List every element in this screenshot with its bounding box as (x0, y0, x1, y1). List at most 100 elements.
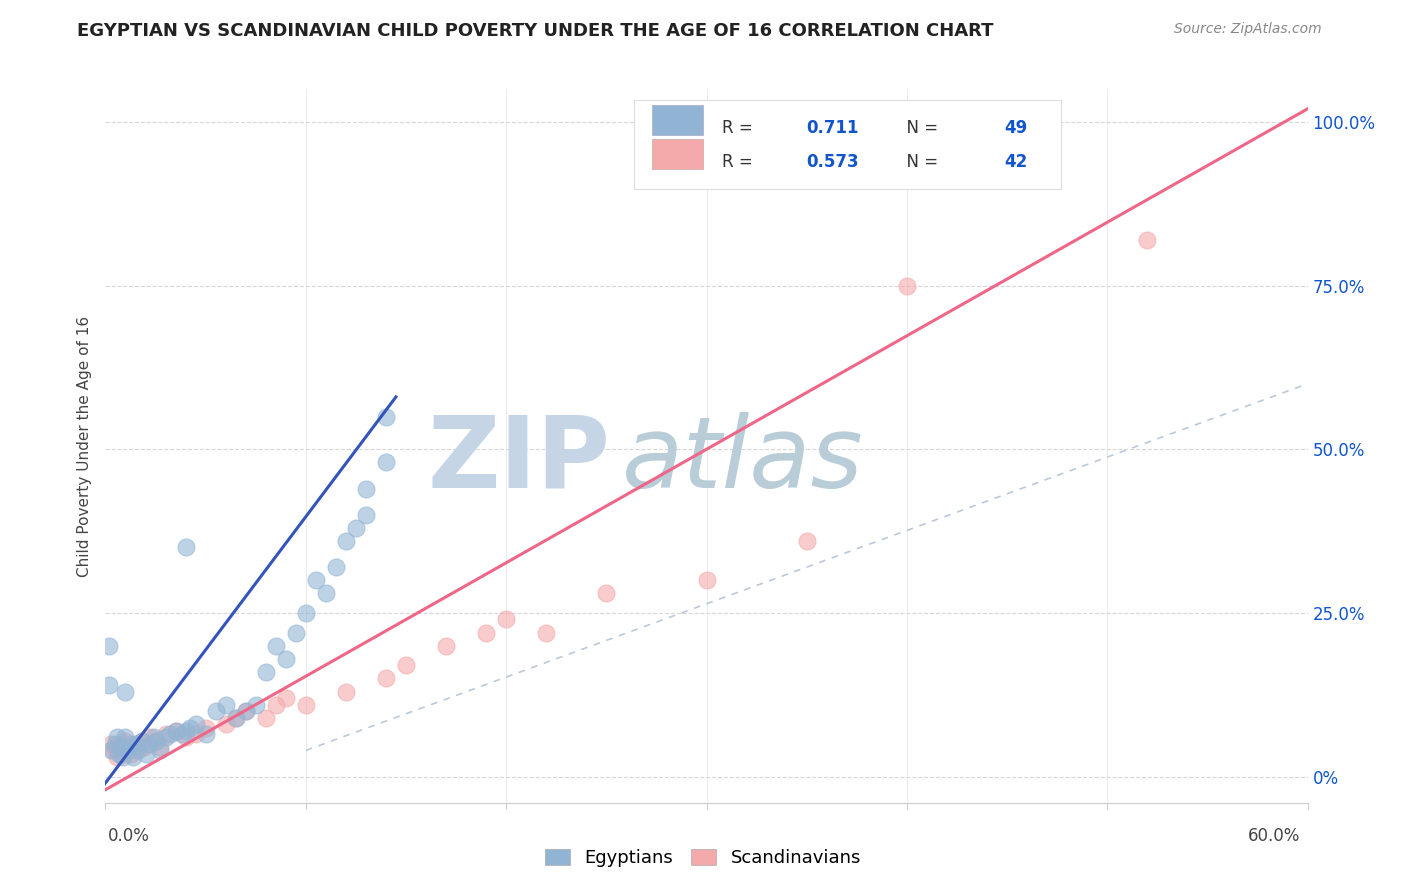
Text: R =: R = (723, 153, 758, 171)
Point (235, 704, 257, 718)
Text: N =: N = (897, 120, 943, 137)
Point (127, 743, 149, 757)
Point (214, 698, 236, 712)
Text: 0.0%: 0.0% (108, 827, 150, 845)
Point (274, 652, 297, 666)
Point (184, 717, 207, 731)
Text: ZIP: ZIP (427, 412, 610, 508)
Point (395, 658, 418, 673)
Point (184, 727, 207, 741)
Point (896, 278, 918, 293)
Text: Source: ZipAtlas.com: Source: ZipAtlas.com (1174, 22, 1322, 37)
Point (148, 743, 170, 757)
Text: EGYPTIAN VS SCANDINAVIAN CHILD POVERTY UNDER THE AGE OF 16 CORRELATION CHART: EGYPTIAN VS SCANDINAVIAN CHILD POVERTY U… (77, 22, 994, 40)
Point (98, 678, 121, 692)
Y-axis label: Child Poverty Under the Age of 16: Child Poverty Under the Age of 16 (77, 316, 93, 576)
Point (110, 740, 132, 755)
Point (374, 672, 398, 686)
Point (354, 508, 377, 522)
Point (104, 740, 127, 755)
Point (131, 733, 153, 747)
Point (114, 733, 136, 747)
Point (204, 704, 226, 718)
Legend: Egyptians, Scandinavians: Egyptians, Scandinavians (537, 841, 869, 874)
Point (475, 625, 498, 640)
Point (254, 711, 277, 725)
Point (354, 482, 377, 496)
Point (194, 721, 217, 735)
Point (142, 731, 165, 745)
Point (118, 743, 141, 757)
Point (165, 723, 187, 738)
Point (121, 747, 143, 761)
Point (124, 743, 146, 757)
Point (344, 521, 367, 535)
FancyBboxPatch shape (652, 105, 703, 135)
Point (170, 727, 193, 741)
Point (108, 743, 131, 757)
Point (165, 723, 187, 738)
Point (374, 455, 398, 469)
Point (132, 740, 155, 755)
Point (325, 560, 347, 574)
Point (138, 737, 160, 751)
Point (108, 747, 131, 761)
Point (595, 586, 617, 600)
Point (104, 737, 127, 751)
Point (274, 691, 297, 706)
Point (295, 606, 318, 620)
Point (194, 727, 217, 741)
Text: 0.573: 0.573 (806, 153, 859, 171)
Point (107, 750, 129, 764)
FancyBboxPatch shape (652, 139, 703, 169)
Point (335, 684, 357, 698)
Point (315, 586, 337, 600)
Point (145, 733, 167, 747)
Point (118, 743, 141, 757)
Point (131, 733, 153, 747)
Point (107, 731, 129, 745)
Point (127, 737, 149, 751)
Point (112, 747, 135, 761)
Point (121, 737, 143, 751)
Point (100, 737, 122, 751)
Point (235, 704, 257, 718)
Point (135, 747, 157, 761)
Point (534, 625, 557, 640)
Point (225, 711, 247, 725)
Point (114, 731, 136, 745)
Text: 60.0%: 60.0% (1249, 827, 1301, 845)
Point (225, 711, 247, 725)
Text: N =: N = (897, 153, 943, 171)
Point (179, 721, 201, 735)
Point (264, 639, 287, 653)
Point (254, 665, 277, 679)
Point (174, 723, 197, 738)
Point (100, 743, 122, 757)
Point (138, 731, 160, 745)
Point (335, 533, 357, 548)
Point (155, 727, 177, 741)
Point (796, 533, 818, 548)
Point (1136, 233, 1159, 247)
Point (174, 731, 197, 745)
Point (145, 733, 167, 747)
Point (305, 573, 328, 587)
Point (155, 731, 177, 745)
Point (295, 698, 318, 712)
Point (374, 409, 398, 424)
Point (245, 698, 267, 712)
Point (284, 625, 307, 640)
Point (122, 750, 145, 764)
Point (174, 541, 197, 555)
Text: atlas: atlas (623, 412, 865, 508)
Point (124, 737, 146, 751)
Point (159, 727, 181, 741)
Text: R =: R = (723, 120, 758, 137)
Point (434, 639, 457, 653)
FancyBboxPatch shape (634, 100, 1062, 189)
Point (495, 612, 517, 626)
Text: 42: 42 (1005, 153, 1028, 171)
Point (148, 740, 170, 755)
Point (264, 698, 287, 712)
